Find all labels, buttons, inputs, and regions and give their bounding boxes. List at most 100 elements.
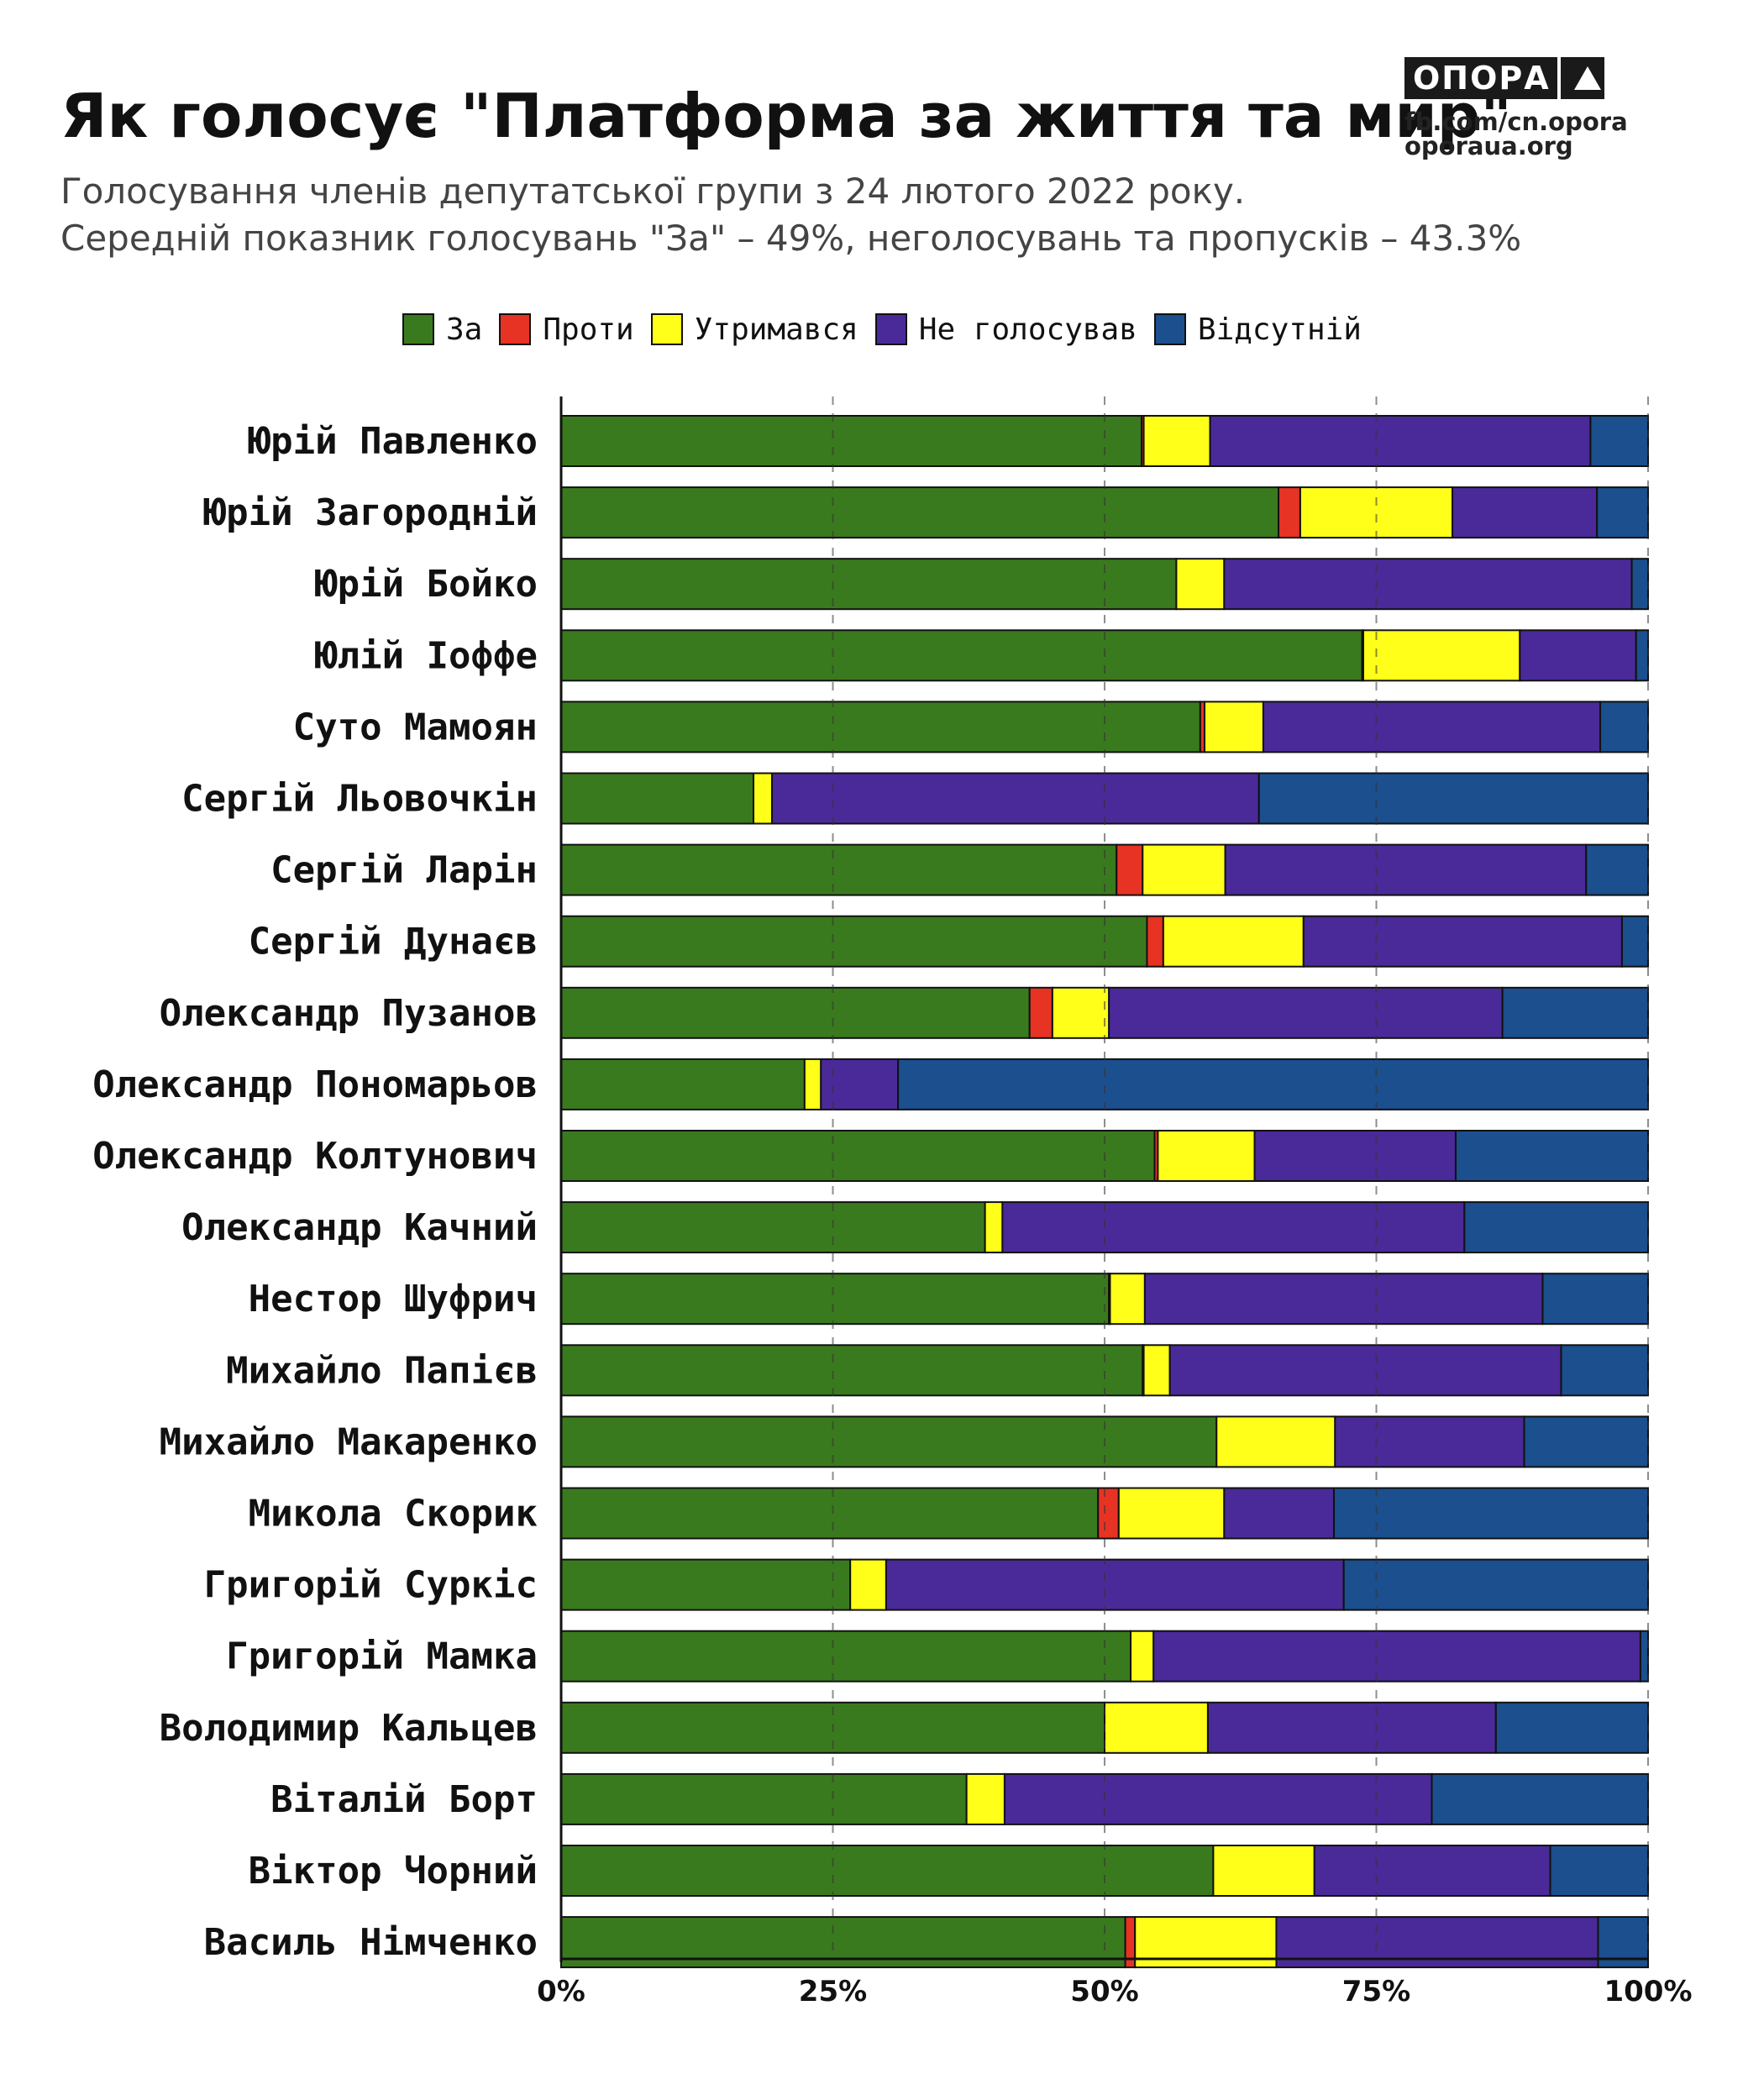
bar-segment <box>1212 1845 1315 1897</box>
bar-segment <box>1157 1130 1256 1182</box>
bar-segment <box>1541 1273 1650 1326</box>
bar-segment <box>560 843 1118 896</box>
row-label: Володимир Кальцев <box>160 1707 538 1750</box>
bar-segment <box>1519 629 1637 682</box>
bar-segment <box>820 1058 900 1110</box>
bar-segment <box>560 1273 1110 1326</box>
bar-segment <box>560 1772 968 1825</box>
row-label: Олександр Пузанов <box>160 992 538 1035</box>
bar-segment <box>1116 843 1144 896</box>
legend-label: Відсутній <box>1197 312 1362 347</box>
row-label: Сергій Дунаєв <box>249 921 538 963</box>
opora-logo: ОПОРА <box>1404 57 1604 99</box>
bar-segment <box>1146 915 1164 968</box>
row-label: Григорій Мамка <box>226 1635 538 1678</box>
chart-subtitle-line1: Голосування членів депутатської групи з … <box>60 171 1246 212</box>
row-label: Сергій Ларін <box>270 849 538 892</box>
logo-text: ОПОРА <box>1413 60 1551 97</box>
bar-segment <box>803 1058 822 1110</box>
bar-segment <box>1454 1130 1650 1182</box>
row-label: Юрій Загородній <box>204 491 538 534</box>
bar-segment <box>560 1845 1215 1897</box>
bar-segment <box>984 1201 1004 1254</box>
row-label: Михайло Папієв <box>226 1349 538 1392</box>
bar-segment <box>560 1344 1144 1397</box>
bar-segment <box>560 558 1178 611</box>
x-tick-label: 0% <box>537 1975 585 2008</box>
bar-segment <box>1313 1845 1551 1897</box>
bar-segment <box>1452 486 1599 539</box>
row-label: Юлій Іоффе <box>315 634 538 677</box>
bar-segment <box>1142 843 1226 896</box>
bar-segment <box>1599 701 1649 753</box>
bar-segment <box>1501 986 1649 1039</box>
bar-segment <box>1209 415 1592 467</box>
row-label: Олександр Колтунович <box>92 1135 538 1178</box>
bar-segment <box>560 415 1142 467</box>
bar-segment <box>1362 629 1521 682</box>
logo-separator <box>1557 57 1561 99</box>
bar-segment <box>560 1630 1132 1683</box>
bar-segment <box>1494 1701 1649 1754</box>
row-label: Віктор Чорний <box>249 1850 538 1893</box>
website-link[interactable]: oporaua.org <box>1404 132 1573 160</box>
bar-segment <box>560 986 1031 1039</box>
chart-legend: За Проти Утримався Не голосував Відсутній <box>0 309 1764 349</box>
triangle-icon <box>1574 66 1601 90</box>
bar-segment <box>1342 1558 1650 1611</box>
legend-swatch <box>402 313 434 345</box>
bar-segment <box>560 1558 852 1611</box>
row-label: Суто Мамоян <box>293 706 538 748</box>
legend-swatch <box>1153 313 1186 345</box>
bar-segment <box>560 772 755 825</box>
bar-segment <box>753 772 774 825</box>
bar-segment <box>1635 629 1649 682</box>
row-label: Микола Скорик <box>249 1493 538 1536</box>
bar-segment <box>1003 1772 1433 1825</box>
bar-segment <box>1334 1415 1525 1468</box>
bar-segment <box>1108 986 1504 1039</box>
bar-segment <box>1206 1701 1497 1754</box>
row-label: Олександр Качний <box>181 1206 538 1249</box>
bar-segment <box>1224 843 1588 896</box>
bar-segment <box>1223 558 1633 611</box>
legend-item: Проти <box>499 312 634 347</box>
bar-segment <box>1168 1344 1562 1397</box>
legend-label: За <box>446 312 483 347</box>
x-tick-label: 75% <box>1342 1975 1410 2008</box>
bar-segment <box>885 1558 1345 1611</box>
bar-segment <box>1223 1487 1336 1540</box>
bar-segment <box>965 1772 1005 1825</box>
bar-segment <box>1097 1487 1120 1540</box>
x-tick-label: 25% <box>799 1975 867 2008</box>
bar-segment <box>1333 1487 1650 1540</box>
bar-segment <box>560 1058 806 1110</box>
bar-segment <box>1142 1344 1171 1397</box>
bar-segment <box>1162 915 1305 968</box>
facebook-link[interactable]: fb.com/cn.opora <box>1404 108 1628 136</box>
bar-segment <box>560 486 1280 539</box>
bar-segment <box>560 1415 1218 1468</box>
bar-segment <box>1560 1344 1649 1397</box>
bar-segment <box>1130 1630 1155 1683</box>
bar-segment <box>771 772 1260 825</box>
legend-label: Не голосував <box>918 312 1137 347</box>
bar-segment <box>560 1201 986 1254</box>
legend-item: Не голосував <box>874 312 1137 347</box>
legend-swatch <box>874 313 907 345</box>
row-label: Василь Німченко <box>204 1921 538 1964</box>
row-label: Юрій Бойко <box>315 563 538 606</box>
bar-segment <box>1253 1130 1457 1182</box>
x-tick-label: 50% <box>1070 1975 1138 2008</box>
legend-swatch <box>650 313 683 345</box>
bar-segment <box>1117 1487 1226 1540</box>
chart-title: Як голосує "Платформа за життя та мир" <box>60 81 1512 151</box>
bar-segment <box>560 1130 1156 1182</box>
bar-segment <box>1463 1201 1649 1254</box>
bar-segment <box>1630 558 1649 611</box>
bar-segment <box>1302 915 1623 968</box>
legend-item: Відсутній <box>1153 312 1362 347</box>
bar-segment <box>1109 1273 1146 1326</box>
bar-segment <box>1104 1701 1209 1754</box>
